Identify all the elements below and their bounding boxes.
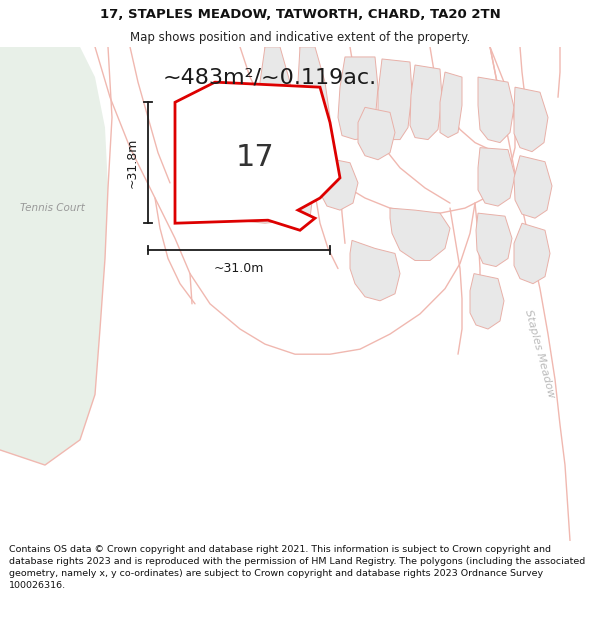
Text: Map shows position and indicative extent of the property.: Map shows position and indicative extent… (130, 31, 470, 44)
Polygon shape (514, 156, 552, 218)
Polygon shape (0, 47, 108, 465)
Polygon shape (295, 47, 330, 158)
Text: ~483m²/~0.119ac.: ~483m²/~0.119ac. (163, 67, 377, 87)
Text: Tennis Court: Tennis Court (20, 203, 85, 213)
Polygon shape (358, 107, 395, 160)
Polygon shape (476, 213, 512, 266)
Polygon shape (514, 223, 550, 284)
Polygon shape (200, 106, 320, 200)
Polygon shape (175, 82, 340, 230)
Polygon shape (258, 47, 295, 158)
Polygon shape (210, 138, 315, 223)
Polygon shape (440, 72, 462, 138)
Text: 17: 17 (236, 143, 274, 172)
Polygon shape (378, 59, 412, 139)
Polygon shape (514, 87, 548, 152)
Polygon shape (338, 57, 378, 139)
Text: ~31.0m: ~31.0m (214, 262, 264, 275)
Polygon shape (390, 208, 450, 261)
Text: 17, STAPLES MEADOW, TATWORTH, CHARD, TA20 2TN: 17, STAPLES MEADOW, TATWORTH, CHARD, TA2… (100, 8, 500, 21)
Text: ~31.8m: ~31.8m (125, 138, 139, 188)
Polygon shape (478, 148, 515, 206)
Polygon shape (470, 274, 504, 329)
Text: Staples Meadow: Staples Meadow (523, 309, 557, 399)
Polygon shape (350, 241, 400, 301)
Polygon shape (410, 65, 442, 139)
Text: Contains OS data © Crown copyright and database right 2021. This information is : Contains OS data © Crown copyright and d… (9, 545, 585, 590)
Polygon shape (320, 158, 358, 210)
Polygon shape (478, 77, 514, 142)
